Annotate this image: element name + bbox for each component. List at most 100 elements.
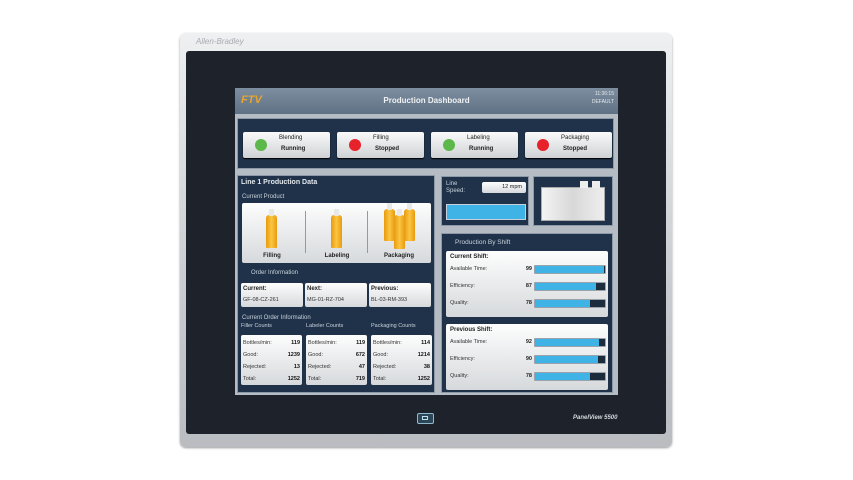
stage-label: Labeling [324,253,350,259]
count-value: 38 [423,364,430,370]
metric-value: 87 [525,283,532,289]
screen-icon [422,416,428,420]
order-label: Current: [243,286,267,292]
time: 11:36:15 [594,91,614,97]
status-indicator-icon [255,139,267,151]
bottle-icon [394,209,405,249]
metric-bar-fill [535,300,590,307]
metric-value: 92 [525,339,532,345]
home-button[interactable] [417,413,434,424]
counts-title: Filler Counts [241,323,272,329]
panel-title: Production By Shift [455,239,511,246]
status-button-blending[interactable]: Blending Running [243,132,330,158]
status-state: Running [281,146,306,152]
section-label: Current Order Information [242,315,311,321]
metric-row: Efficiency: 90 [450,355,606,365]
controller-image [541,187,605,221]
metric-row: Quality: 78 [450,299,606,309]
metric-label: Efficiency: [450,356,475,362]
metric-bar-fill [535,339,600,346]
line-speed-value: 12 mpm [482,182,526,193]
metric-value: 99 [525,266,532,272]
panel-title: Line 1 Production Data [241,179,318,186]
count-label: Total: [308,376,322,382]
order-value: GF-08-CZ-261 [243,297,279,303]
metric-bar [534,282,606,291]
status-button-labeling[interactable]: Labeling Running [431,132,518,158]
status-state: Running [469,146,494,152]
order-card: Previous: BL-03-RM-393 [369,283,431,307]
metric-bar [534,299,606,308]
metric-row: Available Time: 99 [450,265,606,275]
order-label: Previous: [371,286,399,292]
order-card: Next: MG-01-RZ-704 [305,283,367,307]
count-value: 719 [355,376,365,382]
stage-label: Filling [263,253,281,259]
metric-value: 90 [525,356,532,362]
count-row: Rejected: 38 [373,364,430,370]
metric-value: 78 [525,300,532,306]
count-value: 47 [358,364,365,370]
bottle-icon [266,209,277,248]
status-indicator-icon [349,139,361,151]
count-value: 13 [293,364,300,370]
count-label: Good: [373,352,388,358]
count-label: Total: [243,376,257,382]
clock: 11:36:15 DEFAULT [592,90,614,106]
count-value: 1214 [417,352,430,358]
section-label: Order Information [251,270,299,276]
product-card: Filling Labeling Packaging [242,203,431,263]
metric-bar-fill [535,373,590,380]
metric-bar [534,372,606,381]
status-button-packaging[interactable]: Packaging Stopped [525,132,612,158]
status-button-filling[interactable]: Filling Stopped [337,132,424,158]
order-label: Next: [307,286,323,292]
line-speed-panel: Line Speed: 12 mpm [441,176,529,226]
count-row: Bottles/min: 119 [308,340,365,346]
count-label: Rejected: [373,364,397,370]
counts-card: Bottles/min: 114 Good: 1214 Rejected: 38 Total… [371,335,432,385]
counts-title: Labeler Counts [306,323,344,329]
count-row: Good: 672 [308,352,365,358]
metric-label: Available Time: [450,339,488,345]
header-bar: FTV Production Dashboard 11:36:15 DEFAULT [235,88,618,114]
hmi-screen: FTV Production Dashboard 11:36:15 DEFAULT… [235,88,618,395]
counts-title: Packaging Counts [371,323,416,329]
metric-row: Efficiency: 87 [450,282,606,292]
count-label: Rejected: [308,364,332,370]
count-label: Bottles/min: [243,340,272,346]
count-value: 1239 [287,352,300,358]
count-row: Rejected: 47 [308,364,365,370]
model-label: PanelView 5500 [573,415,618,421]
status-name: Packaging [561,135,590,141]
shift-panel: Production By Shift Current Shift: Availa… [441,233,613,393]
count-label: Bottles/min: [308,340,337,346]
line-speed-fill [447,205,525,219]
count-label: Bottles/min: [373,340,402,346]
count-row: Total: 1252 [243,376,300,382]
line-speed-label: Line Speed: [446,181,466,194]
count-label: Total: [373,376,387,382]
count-row: Bottles/min: 119 [243,340,300,346]
counts-card: Bottles/min: 119 Good: 1239 Rejected: 13 Total… [241,335,302,385]
shift-title: Previous Shift: [450,327,493,333]
count-row: Good: 1239 [243,352,300,358]
section-label: Current Product [242,194,285,200]
count-label: Good: [243,352,258,358]
stage-label: Packaging [383,253,414,259]
line-speed-bar [446,204,526,220]
metric-bar [534,338,606,347]
count-row: Total: 1252 [373,376,430,382]
status-indicator-icon [443,139,455,151]
count-label: Rejected: [243,364,267,370]
metric-value: 78 [525,373,532,379]
controller-image-panel [533,176,613,226]
metric-bar-fill [535,266,605,273]
bottle-icon [384,203,395,241]
status-state: Stopped [563,146,587,152]
count-value: 1252 [417,376,430,382]
count-value: 119 [291,340,300,346]
shift-card: Current Shift: Available Time: 99 Efficienc… [446,251,608,317]
order-value: MG-01-RZ-704 [307,297,344,303]
status-state: Stopped [375,146,399,152]
